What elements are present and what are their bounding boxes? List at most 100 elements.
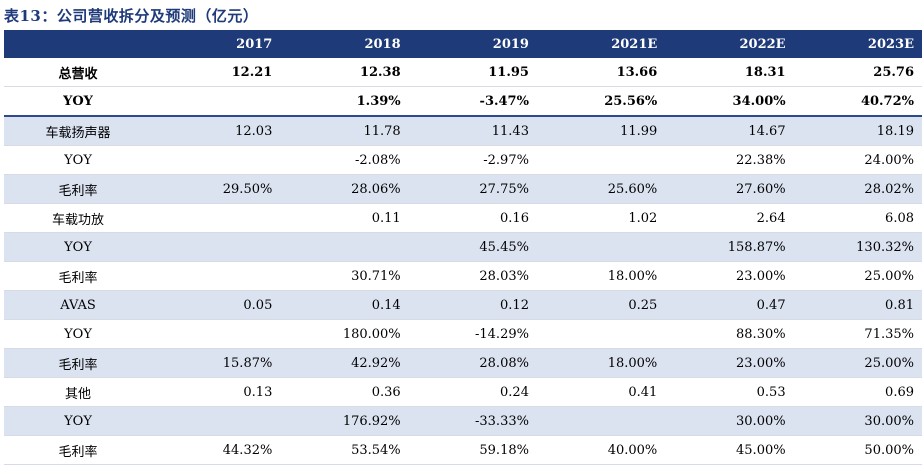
table-cell: 158.87% — [665, 232, 794, 262]
table-cell: 27.75% — [408, 174, 537, 204]
table-cell: 23.00% — [665, 261, 794, 291]
table-cell: 25.60% — [536, 174, 666, 204]
row-label: 毛利率 — [4, 261, 153, 291]
table-cell: 12.21 — [152, 58, 281, 87]
table-cell: 22.38% — [665, 145, 794, 175]
table-cell: 11.99 — [536, 116, 666, 146]
table-cell: 0.05 — [152, 290, 281, 320]
table-cell: -2.97% — [408, 145, 537, 175]
table-cell: 0.16 — [408, 203, 537, 233]
table-row: 毛利率 15.87% 42.92% 28.08% 18.00% 23.00% 25.00% — [4, 348, 922, 378]
table-cell: 2.64 — [665, 203, 794, 233]
table-cell: 15.87% — [152, 348, 281, 378]
table-cell: 0.11 — [280, 203, 409, 233]
table-cell: 6.08 — [793, 203, 922, 233]
table-row: 毛利率 44.32% 53.54% 59.18% 40.00% 45.00% 50.00% — [4, 435, 922, 465]
header-cell-2023e: 2023E — [793, 30, 922, 58]
table-row: YOY 1.39% -3.47% 25.56% 34.00% 40.72% — [4, 86, 922, 117]
row-label: 毛利率 — [4, 348, 153, 378]
table-cell: 23.00% — [665, 348, 794, 378]
table-cell: 71.35% — [793, 319, 922, 349]
revenue-breakdown-table: 2017 2018 2019 2021E 2022E 2023E 总营收 12.2… — [4, 30, 922, 465]
table-cell: 13.66 — [536, 58, 666, 87]
table-cell — [536, 406, 666, 436]
table-cell: 40.72% — [793, 86, 922, 117]
table-cell: 45.45% — [408, 232, 537, 262]
table-cell — [152, 406, 281, 436]
table-cell: 0.81 — [793, 290, 922, 320]
table-cell: -14.29% — [408, 319, 537, 349]
table-cell: 0.36 — [280, 377, 409, 407]
header-cell-2021e: 2021E — [536, 30, 666, 58]
row-label: 毛利率 — [4, 174, 153, 204]
row-label: 总营收 — [4, 58, 153, 87]
table-cell — [152, 232, 281, 262]
table-cell: 44.32% — [152, 435, 281, 465]
header-cell-2018: 2018 — [280, 30, 409, 58]
row-label: 毛利率 — [4, 435, 153, 465]
row-label: YOY — [4, 86, 153, 117]
table-cell: 1.02 — [536, 203, 666, 233]
table-cell: 11.43 — [408, 116, 537, 146]
table-cell — [152, 203, 281, 233]
table-cell: 180.00% — [280, 319, 409, 349]
table-row: YOY 180.00% -14.29% 88.30% 71.35% — [4, 319, 922, 349]
table-cell — [536, 145, 666, 175]
table-row: 毛利率 29.50% 28.06% 27.75% 25.60% 27.60% 28.02% — [4, 174, 922, 204]
table-cell: 88.30% — [665, 319, 794, 349]
table-cell: -3.47% — [408, 86, 537, 117]
table-cell: 28.03% — [408, 261, 537, 291]
header-cell-blank — [4, 30, 153, 58]
table-cell: 29.50% — [152, 174, 281, 204]
table-cell — [536, 232, 666, 262]
table-cell: 0.47 — [665, 290, 794, 320]
table-cell — [152, 319, 281, 349]
table-cell: 28.06% — [280, 174, 409, 204]
table-cell: 130.32% — [793, 232, 922, 262]
row-label: 车载功放 — [4, 203, 153, 233]
table-cell: 25.56% — [536, 86, 666, 117]
table-cell: 12.03 — [152, 116, 281, 146]
table-row: 车载扬声器 12.03 11.78 11.43 11.99 14.67 18.19 — [4, 116, 922, 146]
row-label: YOY — [4, 145, 153, 175]
table-cell — [536, 319, 666, 349]
table-cell: 18.31 — [665, 58, 794, 87]
table-row: 毛利率 30.71% 28.03% 18.00% 23.00% 25.00% — [4, 261, 922, 291]
table-row: 总营收 12.21 12.38 11.95 13.66 18.31 25.76 — [4, 58, 922, 87]
row-label: YOY — [4, 319, 153, 349]
table-row: 车载功放 0.11 0.16 1.02 2.64 6.08 — [4, 203, 922, 233]
row-label: YOY — [4, 232, 153, 262]
table-row: YOY 176.92% -33.33% 30.00% 30.00% — [4, 406, 922, 436]
row-label: 车载扬声器 — [4, 116, 153, 146]
table-cell: 12.38 — [280, 58, 409, 87]
table-body: 总营收 12.21 12.38 11.95 13.66 18.31 25.76 YOY 1.39… — [4, 58, 922, 465]
table-row: 其他 0.13 0.36 0.24 0.41 0.53 0.69 — [4, 377, 922, 407]
table-cell: 59.18% — [408, 435, 537, 465]
table-cell: 42.92% — [280, 348, 409, 378]
table-cell: 27.60% — [665, 174, 794, 204]
table-cell: 45.00% — [665, 435, 794, 465]
table-cell: 0.24 — [408, 377, 537, 407]
table-cell: 0.69 — [793, 377, 922, 407]
table-cell: 25.76 — [793, 58, 922, 87]
table-cell: 1.39% — [280, 86, 409, 117]
table-cell: 28.02% — [793, 174, 922, 204]
table-row: AVAS 0.05 0.14 0.12 0.25 0.47 0.81 — [4, 290, 922, 320]
table-cell: 0.12 — [408, 290, 537, 320]
row-label: YOY — [4, 406, 153, 436]
table-row: YOY -2.08% -2.97% 22.38% 24.00% — [4, 145, 922, 175]
table-cell — [280, 232, 409, 262]
table-cell: 18.19 — [793, 116, 922, 146]
table-cell: 25.00% — [793, 261, 922, 291]
table-cell: 30.71% — [280, 261, 409, 291]
table-cell: 34.00% — [665, 86, 794, 117]
table-cell: 0.14 — [280, 290, 409, 320]
table-cell — [152, 261, 281, 291]
header-cell-2017: 2017 — [152, 30, 281, 58]
table-header-row: 2017 2018 2019 2021E 2022E 2023E — [4, 30, 922, 58]
table-cell: 18.00% — [536, 348, 666, 378]
table-cell: 25.00% — [793, 348, 922, 378]
header-cell-2022e: 2022E — [665, 30, 794, 58]
table-cell: 11.95 — [408, 58, 537, 87]
table-cell: 30.00% — [793, 406, 922, 436]
